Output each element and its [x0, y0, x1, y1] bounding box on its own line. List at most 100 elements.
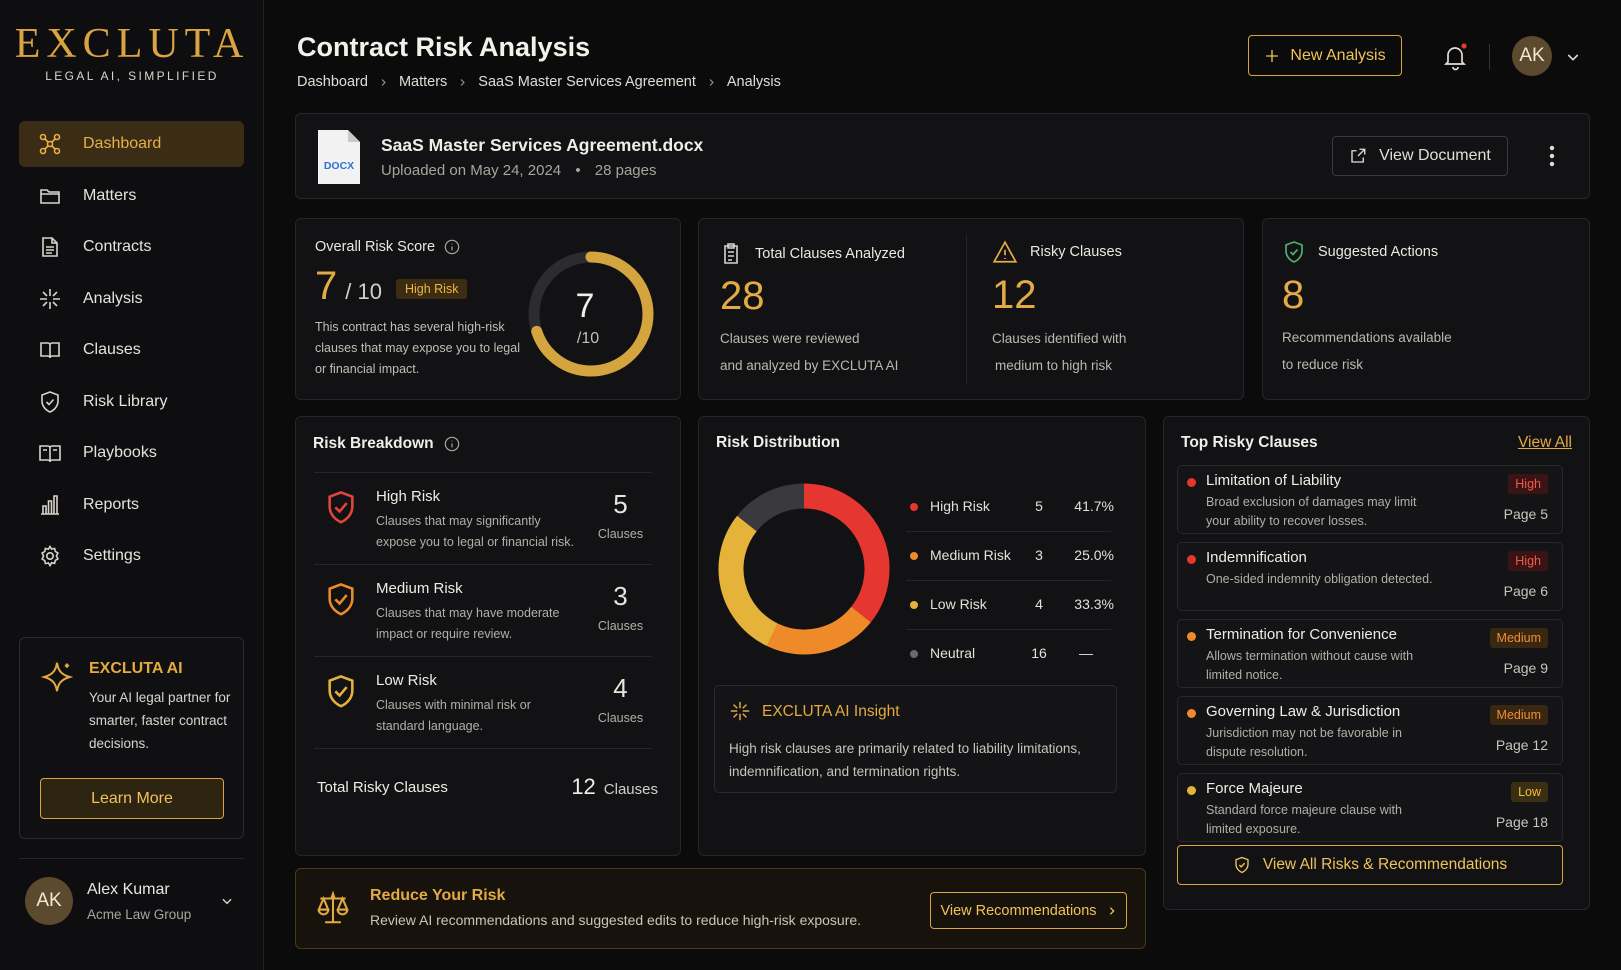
chevron-right-icon: [1107, 906, 1117, 916]
view-all-risks-button[interactable]: View All Risks & Recommendations: [1177, 845, 1563, 885]
total-clauses-header: Total Clauses Analyzed: [719, 242, 905, 266]
breakdown-name: Low Risk: [376, 672, 437, 689]
view-recommendations-button[interactable]: View Recommendations: [930, 892, 1127, 929]
donut-slice-medium-risk: [766, 606, 871, 655]
risky-clause-item[interactable]: Indemnification One-sided indemnity obli…: [1177, 542, 1563, 611]
clause-desc: Standard force majeure clause with limit…: [1206, 803, 1402, 836]
sidebar-item-dashboard[interactable]: Dashboard: [19, 121, 244, 167]
scales-icon: [314, 889, 352, 927]
risk-breakdown-card: Risk Breakdown High Risk Clauses that ma…: [295, 416, 681, 856]
ai-insight-box: EXCLUTA AI Insight High risk clauses are…: [714, 685, 1117, 793]
breakdown-row-high[interactable]: High Risk Clauses that may significantly…: [314, 472, 652, 562]
book-icon: [37, 337, 63, 363]
avatar[interactable]: AK: [25, 877, 73, 925]
document-meta: Uploaded on May 24, 2024 • 28 pages: [381, 162, 656, 179]
avatar[interactable]: AK: [1512, 36, 1552, 76]
view-document-button[interactable]: View Document: [1332, 136, 1508, 176]
risky-clauses-line2: medium to high risk: [995, 358, 1113, 373]
clause-page: Page 6: [1503, 583, 1548, 599]
clause-page: Page 9: [1503, 660, 1548, 676]
clause-name: Limitation of Liability: [1206, 472, 1342, 489]
sidebar-item-reports[interactable]: Reports: [19, 482, 244, 528]
docx-label: DOCX: [324, 160, 354, 172]
view-document-label: View Document: [1379, 147, 1491, 164]
view-all-link[interactable]: View All: [1518, 434, 1572, 451]
document-card: DOCX SaaS Master Services Agreement.docx…: [295, 113, 1590, 199]
shield-check-icon: [324, 673, 358, 711]
status-badge: Low: [1511, 782, 1548, 802]
suggested-actions-header: Suggested Actions: [1282, 240, 1438, 264]
status-badge: High: [1508, 474, 1548, 494]
gear-icon: [37, 543, 63, 569]
breakdown-row-low[interactable]: Low Risk Clauses with minimal risk or st…: [314, 656, 652, 746]
user-name: Alex Kumar: [87, 881, 170, 898]
legend-count: 3: [1035, 547, 1043, 563]
risk-dot: [1187, 478, 1196, 487]
shield-check-icon: [1282, 240, 1306, 264]
legend-row: High Risk 5 41.7%: [906, 483, 1114, 532]
clause-desc: Jurisdiction may not be favorable in dis…: [1206, 726, 1402, 759]
risk-dot: [1187, 786, 1196, 795]
page-title: Contract Risk Analysis: [297, 32, 591, 62]
shield-check-icon: [324, 581, 358, 619]
stats-divider: [966, 235, 967, 385]
breakdown-unit: Clauses: [597, 527, 644, 541]
new-analysis-label: New Analysis: [1290, 46, 1386, 64]
legend-count: 4: [1035, 596, 1043, 612]
risky-clause-item[interactable]: Force Majeure Standard force majeure cla…: [1177, 773, 1563, 842]
breadcrumb-item[interactable]: SaaS Master Services Agreement: [478, 74, 696, 90]
book-open-icon: [37, 440, 63, 466]
breakdown-name: High Risk: [376, 488, 441, 505]
new-analysis-button[interactable]: New Analysis: [1248, 35, 1402, 76]
risk-score-title: Overall Risk Score: [315, 239, 460, 255]
clipboard-list-icon: [719, 242, 743, 266]
sidebar-nav: Dashboard Matters Contracts Analysis Cla…: [19, 121, 244, 585]
breakdown-row-medium[interactable]: Medium Risk Clauses that may have modera…: [314, 564, 652, 654]
risky-clause-item[interactable]: Governing Law & Jurisdiction Jurisdictio…: [1177, 696, 1563, 765]
bell-icon[interactable]: [1443, 43, 1469, 71]
view-all-risks-label: View All Risks & Recommendations: [1262, 856, 1508, 873]
sidebar-item-contracts[interactable]: Contracts: [19, 224, 244, 270]
legend-name: Neutral: [930, 645, 976, 661]
clause-name: Force Majeure: [1206, 780, 1303, 797]
sidebar-item-matters[interactable]: Matters: [19, 173, 244, 219]
breadcrumb-item[interactable]: Dashboard: [297, 74, 368, 90]
risk-dot: [1187, 632, 1196, 641]
clause-name: Indemnification: [1206, 549, 1307, 566]
status-badge: Medium: [1489, 628, 1548, 648]
risk-dot: [1187, 709, 1196, 718]
total-clauses-title: Total Clauses Analyzed: [755, 246, 905, 262]
risk-breakdown-header: Risk Breakdown: [313, 435, 460, 453]
chevron-down-icon[interactable]: [220, 894, 234, 908]
suggested-actions-line2: to reduce risk: [1282, 357, 1364, 372]
breadcrumb-item[interactable]: Matters: [398, 74, 448, 90]
risky-clauses-value: 12: [992, 273, 1037, 317]
info-icon[interactable]: [444, 239, 460, 255]
sidebar-item-analysis[interactable]: Analysis: [19, 276, 244, 322]
brand-logo[interactable]: EXCLUTA: [14, 21, 250, 67]
docx-file-icon: DOCX: [318, 130, 360, 184]
sidebar-item-settings[interactable]: Settings: [19, 533, 244, 579]
breakdown-unit: Clauses: [597, 619, 644, 633]
sidebar-item-label: Matters: [83, 186, 137, 204]
risky-clause-item[interactable]: Limitation of Liability Broad exclusion …: [1177, 465, 1563, 534]
chevron-down-icon[interactable]: [1565, 49, 1581, 65]
more-options-icon[interactable]: [1549, 145, 1555, 167]
breakdown-desc: Clauses with minimal risk or standard la…: [376, 698, 531, 733]
risk-score-title-text: Overall Risk Score: [315, 239, 436, 255]
breakdown-value: 5: [613, 489, 628, 519]
clause-name: Termination for Convenience: [1206, 626, 1397, 643]
sidebar-item-playbooks[interactable]: Playbooks: [19, 430, 244, 476]
legend-row: Medium Risk 3 25.0%: [906, 532, 1114, 581]
sidebar-item-clauses[interactable]: Clauses: [19, 327, 244, 373]
risk-score-description: This contract has several high-risk clau…: [315, 320, 520, 376]
risky-clauses-title: Risky Clauses: [1030, 244, 1122, 260]
insight-text: High risk clauses are primarily related …: [729, 741, 1081, 779]
learn-more-button[interactable]: Learn More: [40, 778, 224, 819]
info-icon[interactable]: [444, 436, 460, 452]
suggested-actions-card: Suggested Actions 8 Recommendations avai…: [1262, 218, 1590, 400]
risky-clause-item[interactable]: Termination for Convenience Allows termi…: [1177, 619, 1563, 688]
sparkle-icon: [729, 700, 751, 722]
sidebar-item-risk-library[interactable]: Risk Library: [19, 379, 244, 425]
breakdown-desc: Clauses that may significantly expose yo…: [376, 514, 575, 549]
